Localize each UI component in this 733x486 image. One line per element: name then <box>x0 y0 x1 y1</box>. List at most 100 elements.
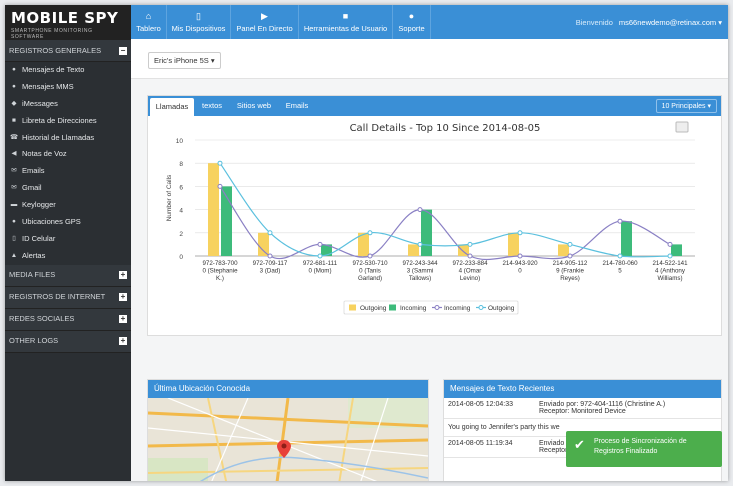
sidebar-item-11[interactable]: ▲ Alertas <box>5 248 131 265</box>
tab-2[interactable]: Sitios web <box>236 101 272 110</box>
envelope-icon: ✉ <box>11 184 17 192</box>
sms-date: 2014-08-05 12:04:33 <box>448 401 513 408</box>
map-graphic <box>148 398 428 481</box>
nav-item-1[interactable]: ▯ Mis Dispositivos <box>167 5 231 39</box>
y-axis-label: Number of Calls <box>166 174 173 221</box>
x-tick-label: K.) <box>216 275 224 282</box>
x-tick-label: Reyes) <box>560 275 580 282</box>
y-tick-label: 6 <box>179 184 183 191</box>
sidebar-section-1[interactable]: MEDIA FILES + <box>5 264 131 287</box>
expand-icon[interactable]: + <box>119 336 127 346</box>
sidebar-item-label: Emails <box>22 166 45 176</box>
x-tick-label: 972-783-700 <box>202 260 238 267</box>
welcome-greeting: Bienvenido <box>575 18 613 27</box>
point-outgoing <box>417 241 423 247</box>
sms-sender: Enviado por: <box>539 440 579 447</box>
sidebar-item-6[interactable]: ✉ Emails <box>5 163 131 180</box>
sidebar-section-label: REGISTROS DE INTERNET <box>9 292 106 302</box>
x-tick-label: 972-681-111 <box>303 260 338 267</box>
sidebar-item-0[interactable]: ● Mensajes de Texto <box>5 62 131 79</box>
sidebar-section-label: REGISTROS GENERALES <box>9 45 102 55</box>
x-tick-label: Tallows) <box>409 275 431 282</box>
sidebar-item-label: Notas de Voz <box>22 149 67 159</box>
legend-swatch-1 <box>389 304 396 311</box>
point-incoming <box>617 218 623 224</box>
keyboard-icon: ▬ <box>10 201 18 209</box>
sidebar-item-5[interactable]: ◀ Notas de Voz <box>5 146 131 163</box>
nav-item-label: Mis Dispositivos <box>171 24 226 33</box>
app-window: MOBILE SPY SMARTPHONE MONITORING SOFTWAR… <box>5 5 728 481</box>
device-select-value: Eric's iPhone 5S <box>154 56 209 65</box>
x-tick-label: 4 (Omar <box>459 268 482 275</box>
sms-row[interactable]: 2014-08-05 12:04:33 Enviado por: 972-404-… <box>444 398 721 419</box>
bar-incoming <box>221 186 232 256</box>
tab-1[interactable]: textos <box>201 101 222 110</box>
point-outgoing <box>317 253 323 259</box>
nav-item-label: Herramientas de Usuario <box>303 24 388 33</box>
info-icon: ▯ <box>12 234 16 242</box>
x-tick-label: 972-530-710 <box>352 260 388 267</box>
x-tick-label: 214-943-920 <box>502 260 538 267</box>
expand-icon[interactable]: + <box>119 314 127 324</box>
x-tick-label: 0 <box>518 268 522 275</box>
check-icon: ✔ <box>574 437 585 452</box>
x-tick-label: 9 (Frankie <box>556 268 584 275</box>
bar-incoming <box>421 209 432 256</box>
sidebar-item-label: Mensajes MMS <box>22 81 74 91</box>
sidebar-item-4[interactable]: ☎ Historial de Llamadas <box>5 130 131 147</box>
sidebar-item-10[interactable]: ▯ ID Celular <box>5 231 131 248</box>
x-tick-label: 0 (Mom) <box>308 268 331 275</box>
location-map[interactable] <box>148 398 428 481</box>
log-tabs: Llamadas textos Sitios web Emails 10 Princi… <box>148 96 721 116</box>
nav-item-2[interactable]: ▶ Panel En Directo <box>231 5 299 39</box>
sidebar-item-label: Libreta de Direcciones <box>22 115 97 125</box>
x-tick-label: 4 (Anthony <box>655 268 686 275</box>
nav-item-4[interactable]: ● Soporte <box>393 5 431 39</box>
collapse-icon[interactable]: − <box>119 45 127 55</box>
sidebar-item-7[interactable]: ✉ Gmail <box>5 180 131 197</box>
expand-icon[interactable]: + <box>119 292 127 302</box>
sidebar-item-3[interactable]: ■ Libreta de Direcciones <box>5 113 131 130</box>
phone-icon: ☎ <box>9 133 19 141</box>
chart-title: Call Details - Top 10 Since 2014-08-05 <box>350 123 541 134</box>
expand-icon[interactable]: + <box>119 270 127 280</box>
point-outgoing <box>567 241 573 247</box>
x-tick-label: 0 (Stephanie <box>202 268 238 275</box>
sidebar-item-1[interactable]: ● Mensajes MMS <box>5 79 131 96</box>
sidebar-section-2[interactable]: REGISTROS DE INTERNET + <box>5 286 131 309</box>
x-tick-label: 214-905-112 <box>553 260 588 267</box>
x-tick-label: 972-233-884 <box>452 260 488 267</box>
point-outgoing <box>667 253 673 259</box>
sidebar-item-2[interactable]: ◆ iMessages <box>5 96 131 113</box>
nav-item-3[interactable]: ■ Herramientas de Usuario <box>299 5 393 39</box>
bar-incoming <box>321 244 332 256</box>
sync-toast[interactable]: ✔ Proceso de Sincronización de Registros… <box>566 431 722 467</box>
map-marker-icon: ● <box>12 218 16 226</box>
sidebar-section-4[interactable]: OTHER LOGS + <box>5 330 131 353</box>
device-select[interactable]: Eric's iPhone 5S ▾ <box>148 52 221 69</box>
sidebar-section-0[interactable]: REGISTROS GENERALES − <box>5 40 131 62</box>
y-tick-label: 0 <box>179 254 183 261</box>
sidebar-item-label: Mensajes de Texto <box>22 65 85 74</box>
point-incoming <box>367 253 373 259</box>
print-icon[interactable] <box>675 121 689 133</box>
top-navbar: ⌂ Tablero ▯ Mis Dispositivos ▶ Panel En Direc… <box>131 5 728 39</box>
speaker-icon: ◀ <box>11 150 17 158</box>
logo-title: MOBILE SPY <box>11 9 119 27</box>
point-incoming <box>567 253 573 259</box>
y-tick-label: 8 <box>179 161 183 168</box>
map-marker-icon[interactable] <box>277 440 291 458</box>
tab-3[interactable]: Emails <box>285 101 309 110</box>
logo[interactable]: MOBILE SPY SMARTPHONE MONITORING SOFTWAR… <box>5 5 131 40</box>
tab-0[interactable]: Llamadas <box>150 98 194 116</box>
sidebar-item-8[interactable]: ▬ Keylogger <box>5 197 131 214</box>
legend-marker-3 <box>478 305 484 310</box>
sidebar-section-3[interactable]: REDES SOCIALES + <box>5 308 131 331</box>
top-count-select[interactable]: 10 Principales ▾ <box>655 99 717 113</box>
x-tick-label: 3 (Sammi <box>407 268 433 275</box>
account-menu[interactable]: ms66newdemo@retinax.com <box>618 18 717 27</box>
welcome[interactable]: Bienvenido ms66newdemo@retinax.com ▾ <box>575 18 722 27</box>
bar-incoming <box>671 244 682 256</box>
sidebar-item-9[interactable]: ● Ubicaciones GPS <box>5 214 131 231</box>
nav-item-0[interactable]: ⌂ Tablero <box>131 5 167 39</box>
